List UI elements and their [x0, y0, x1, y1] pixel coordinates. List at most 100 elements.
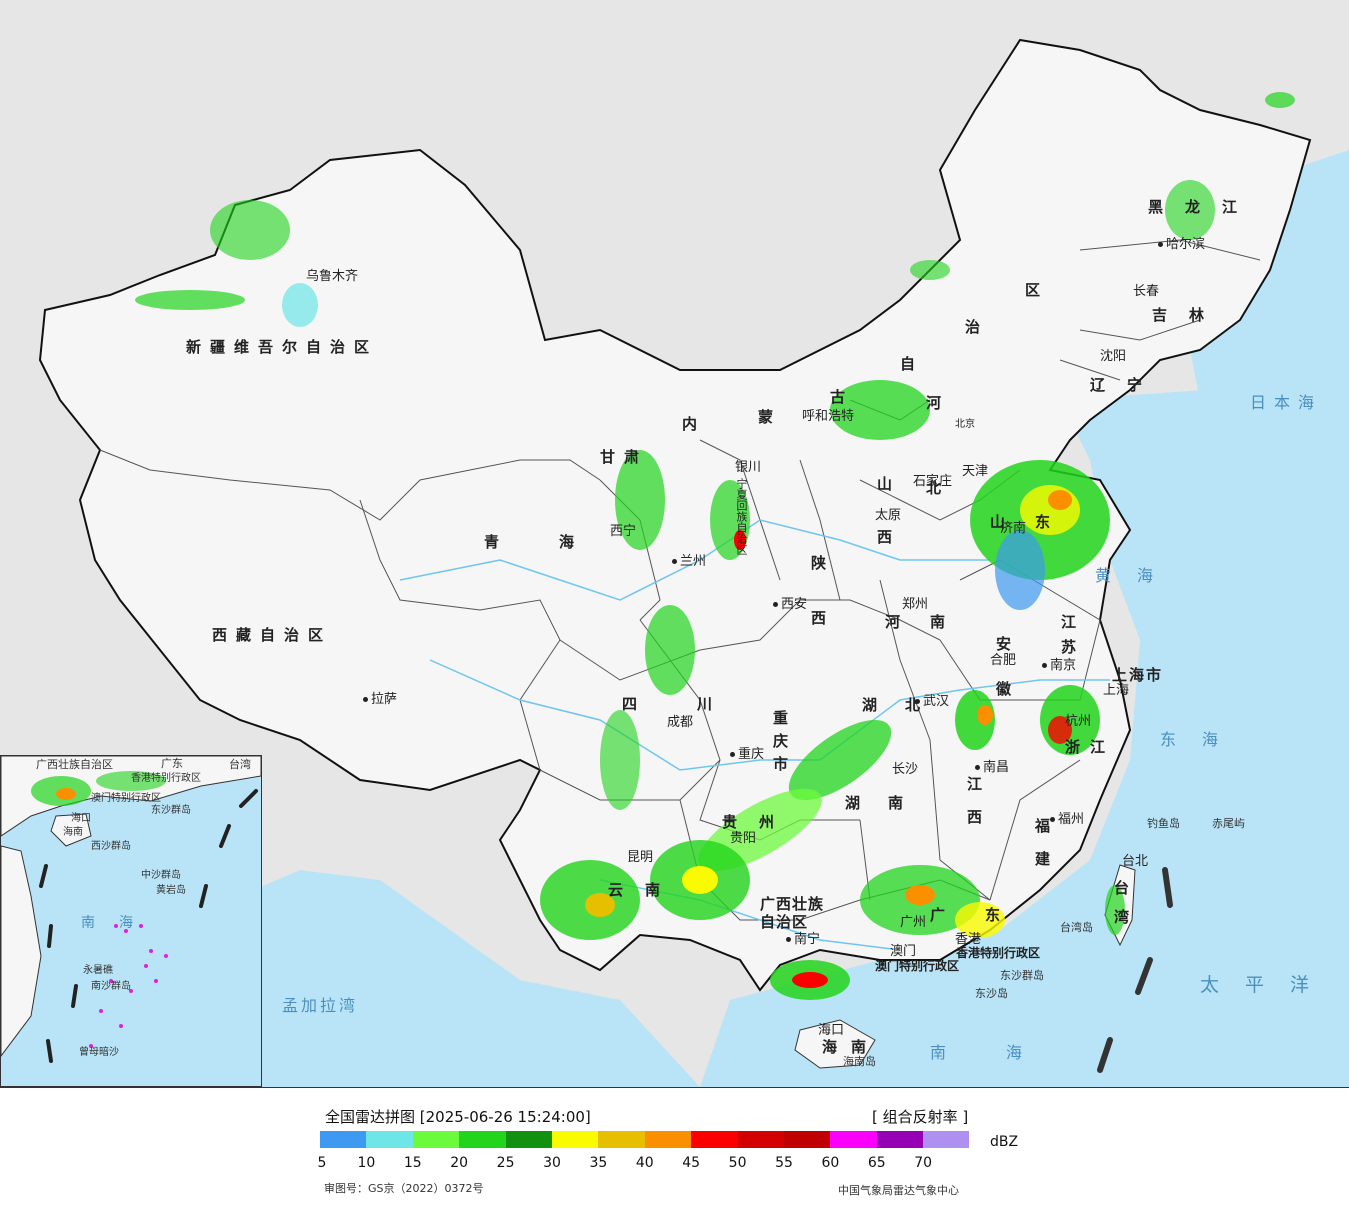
- inset-nansha: 南沙群岛: [91, 981, 131, 992]
- province-guangdong: 广东: [930, 906, 1041, 924]
- sea-yellow: 黄海: [1095, 566, 1180, 585]
- inset-haikou: 海口: [71, 813, 91, 824]
- inset-taiwan: 台湾: [229, 758, 251, 771]
- sea-east: 东海: [1160, 730, 1245, 749]
- color-bar-tick: 35: [589, 1155, 608, 1171]
- city-hohhot: 呼和浩特: [802, 409, 855, 424]
- legend-title: 全国雷达拼图 [2025-06-26 15:24:00]: [325, 1108, 591, 1126]
- review-number: 审图号：GS京（2022）0372号: [324, 1182, 484, 1195]
- province-shaanxi: 陕西: [809, 555, 827, 665]
- province-shandong: 山东: [990, 513, 1081, 531]
- city-lhasa: 拉萨: [363, 693, 397, 706]
- province-qinghai: 青海: [484, 533, 635, 551]
- color-bar-cell: [366, 1131, 413, 1148]
- color-bar-cell: [783, 1131, 831, 1148]
- province-hunan: 湖南: [845, 794, 932, 812]
- color-bar-tick: 15: [403, 1155, 422, 1171]
- boundary-dashes: [1097, 867, 1173, 1073]
- city-changsha: 长沙: [892, 762, 919, 777]
- color-bar-tick: 60: [821, 1155, 840, 1171]
- color-bar-cell: [876, 1131, 924, 1148]
- china-map-svg: [38, 38, 1349, 1087]
- city-macau: 澳门: [890, 944, 917, 959]
- province-liaoning: 辽宁: [1090, 376, 1165, 394]
- color-bar-tick: 5: [317, 1155, 327, 1171]
- city-shijiazhuang: 石家庄: [913, 474, 953, 489]
- color-bar-tick: 65: [867, 1155, 886, 1171]
- province-guangxi: 广西壮族自治区: [760, 895, 825, 931]
- province-guizhou: 贵州: [722, 813, 797, 831]
- province-hainan: 海南: [822, 1038, 881, 1056]
- city-nanning: 南宁: [786, 933, 820, 946]
- province-yunnan: 云南: [608, 881, 683, 899]
- color-bar-tick: 55: [775, 1155, 793, 1171]
- province-heilongjiang: 黑龙江: [1148, 198, 1260, 216]
- province-ningxia: 宁夏回族自治区: [735, 478, 748, 555]
- radar-echoes: [135, 92, 1295, 1000]
- color-bar-cell: [551, 1131, 599, 1148]
- city-wuhan: 武汉: [915, 695, 949, 708]
- island-diaoyu: 钓鱼岛: [1147, 817, 1180, 830]
- province-hubei: 湖北: [862, 696, 949, 714]
- province-henan: 河南: [885, 613, 976, 631]
- inset-zhongsha: 中沙群岛: [141, 870, 181, 881]
- province-sichuan: 四川: [622, 695, 773, 713]
- city-hefei: 合肥: [990, 653, 1017, 668]
- color-bar-cell: [737, 1131, 784, 1148]
- province-jiangxi: 江西: [965, 776, 983, 842]
- color-bar-cell: [505, 1131, 552, 1148]
- city-fuzhou: 福州: [1050, 813, 1084, 826]
- city-guiyang: 贵阳: [730, 831, 757, 846]
- city-beijing: 北京: [955, 419, 975, 430]
- region-hk: 香港特别行政区: [956, 946, 1041, 960]
- province-anhui: 安徽: [994, 636, 1012, 726]
- city-changchun: 长春: [1133, 284, 1160, 299]
- legend-product: [ 组合反射率 ]: [872, 1108, 969, 1126]
- inset-dongsha: 东沙群岛: [151, 805, 191, 816]
- city-taipei: 台北: [1122, 854, 1149, 869]
- city-shanghai: 上海: [1103, 683, 1130, 698]
- city-urumqi: 乌鲁木齐: [306, 269, 359, 284]
- province-shanxi: 山西: [875, 476, 893, 582]
- sea-bengal: 孟加拉湾: [282, 996, 359, 1015]
- province-jilin: 吉林: [1152, 306, 1227, 324]
- province-taiwan: 台湾: [1112, 880, 1130, 938]
- province-neimenggu-1: 内: [682, 415, 707, 433]
- inset-zengmu: 曾母暗沙: [79, 1047, 119, 1058]
- province-neimenggu-6: 区: [1025, 281, 1050, 299]
- province-chongqing: 重庆市: [771, 710, 789, 779]
- city-shenyang: 沈阳: [1100, 349, 1127, 364]
- city-chengdu: 成都: [667, 715, 694, 730]
- province-neimenggu-2: 蒙: [758, 408, 783, 426]
- color-bar-cell: [644, 1131, 692, 1148]
- inset-huangyan: 黄岩岛: [156, 885, 186, 896]
- legend-panel: 全国雷达拼图 [2025-06-26 15:24:00] [ 组合反射率 ] d…: [0, 1088, 1349, 1208]
- color-bar-tick: 30: [543, 1155, 561, 1171]
- city-lanzhou: 兰州: [672, 555, 706, 568]
- color-bar-cell: [830, 1131, 877, 1148]
- color-bar: [320, 1131, 970, 1148]
- city-xining: 西宁: [610, 524, 637, 539]
- city-nanchang: 南昌: [975, 761, 1009, 774]
- city-jinan: 济南: [1000, 521, 1027, 536]
- color-bar-tick: 10: [357, 1155, 376, 1171]
- sea-pacific: 太平洋: [1200, 974, 1336, 996]
- color-bar-cell: [320, 1131, 367, 1148]
- color-bar-cell: [691, 1131, 738, 1148]
- source-credit: 中国气象局雷达气象中心: [838, 1184, 959, 1197]
- color-bar-cell: [412, 1131, 460, 1148]
- inset-south-sea: 南海: [81, 915, 157, 931]
- province-hebei: 河北: [924, 395, 942, 565]
- province-jiangsu: 江苏: [1059, 614, 1077, 664]
- island-dongsha: 东沙岛: [975, 987, 1008, 1000]
- province-neimenggu-4: 自: [900, 355, 925, 373]
- province-neimenggu-5: 治: [965, 318, 990, 336]
- color-bar-tick: 40: [635, 1155, 654, 1171]
- city-xian: 西安: [773, 598, 807, 611]
- color-bar-tick: 50: [728, 1155, 747, 1171]
- color-bar-cell: [923, 1131, 970, 1148]
- city-kunming: 昆明: [627, 850, 654, 865]
- city-guangzhou: 广州: [900, 915, 927, 930]
- province-neimenggu-3: 古: [830, 388, 855, 406]
- inset-yongshu: 永暑礁: [83, 965, 113, 976]
